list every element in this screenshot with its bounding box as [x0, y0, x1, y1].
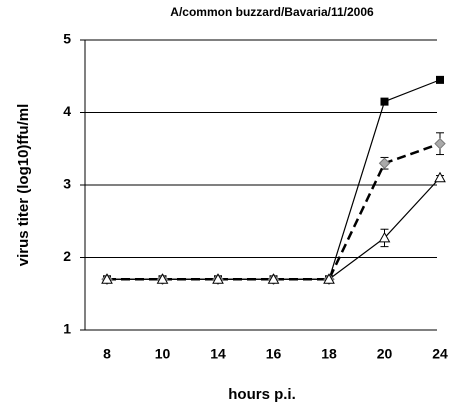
marker: [380, 97, 389, 106]
x-tick-label: 16: [266, 346, 282, 362]
chart-title: A/common buzzard/Bavaria/11/2006: [170, 5, 374, 19]
x-tick-label: 10: [155, 346, 171, 362]
y-tick-label: 3: [63, 176, 71, 192]
y-tick-label: 2: [63, 248, 71, 264]
marker: [436, 75, 444, 84]
series-line: [107, 177, 441, 280]
x-tick-label: 24: [432, 346, 448, 362]
y-tick-label: 1: [63, 321, 71, 337]
marker: [323, 273, 335, 284]
marker: [434, 171, 446, 183]
y-tick-label: 4: [63, 103, 71, 119]
marker: [212, 273, 224, 284]
x-tick-label: 14: [210, 346, 226, 362]
x-axis-label: hours p.i.: [228, 386, 296, 403]
marker: [434, 137, 446, 150]
marker: [156, 273, 169, 284]
x-tick-label: 18: [321, 346, 337, 362]
series-line: [107, 79, 441, 280]
marker: [101, 273, 113, 284]
x-tick-label: 8: [103, 346, 111, 362]
series-line: [107, 142, 441, 281]
marker: [378, 231, 391, 243]
y-tick-label: 5: [63, 31, 71, 47]
y-axis-label: virus titer (log10)ffu/ml: [15, 104, 32, 267]
x-tick-label: 20: [377, 346, 393, 362]
marker: [378, 157, 391, 169]
marker: [267, 273, 280, 284]
